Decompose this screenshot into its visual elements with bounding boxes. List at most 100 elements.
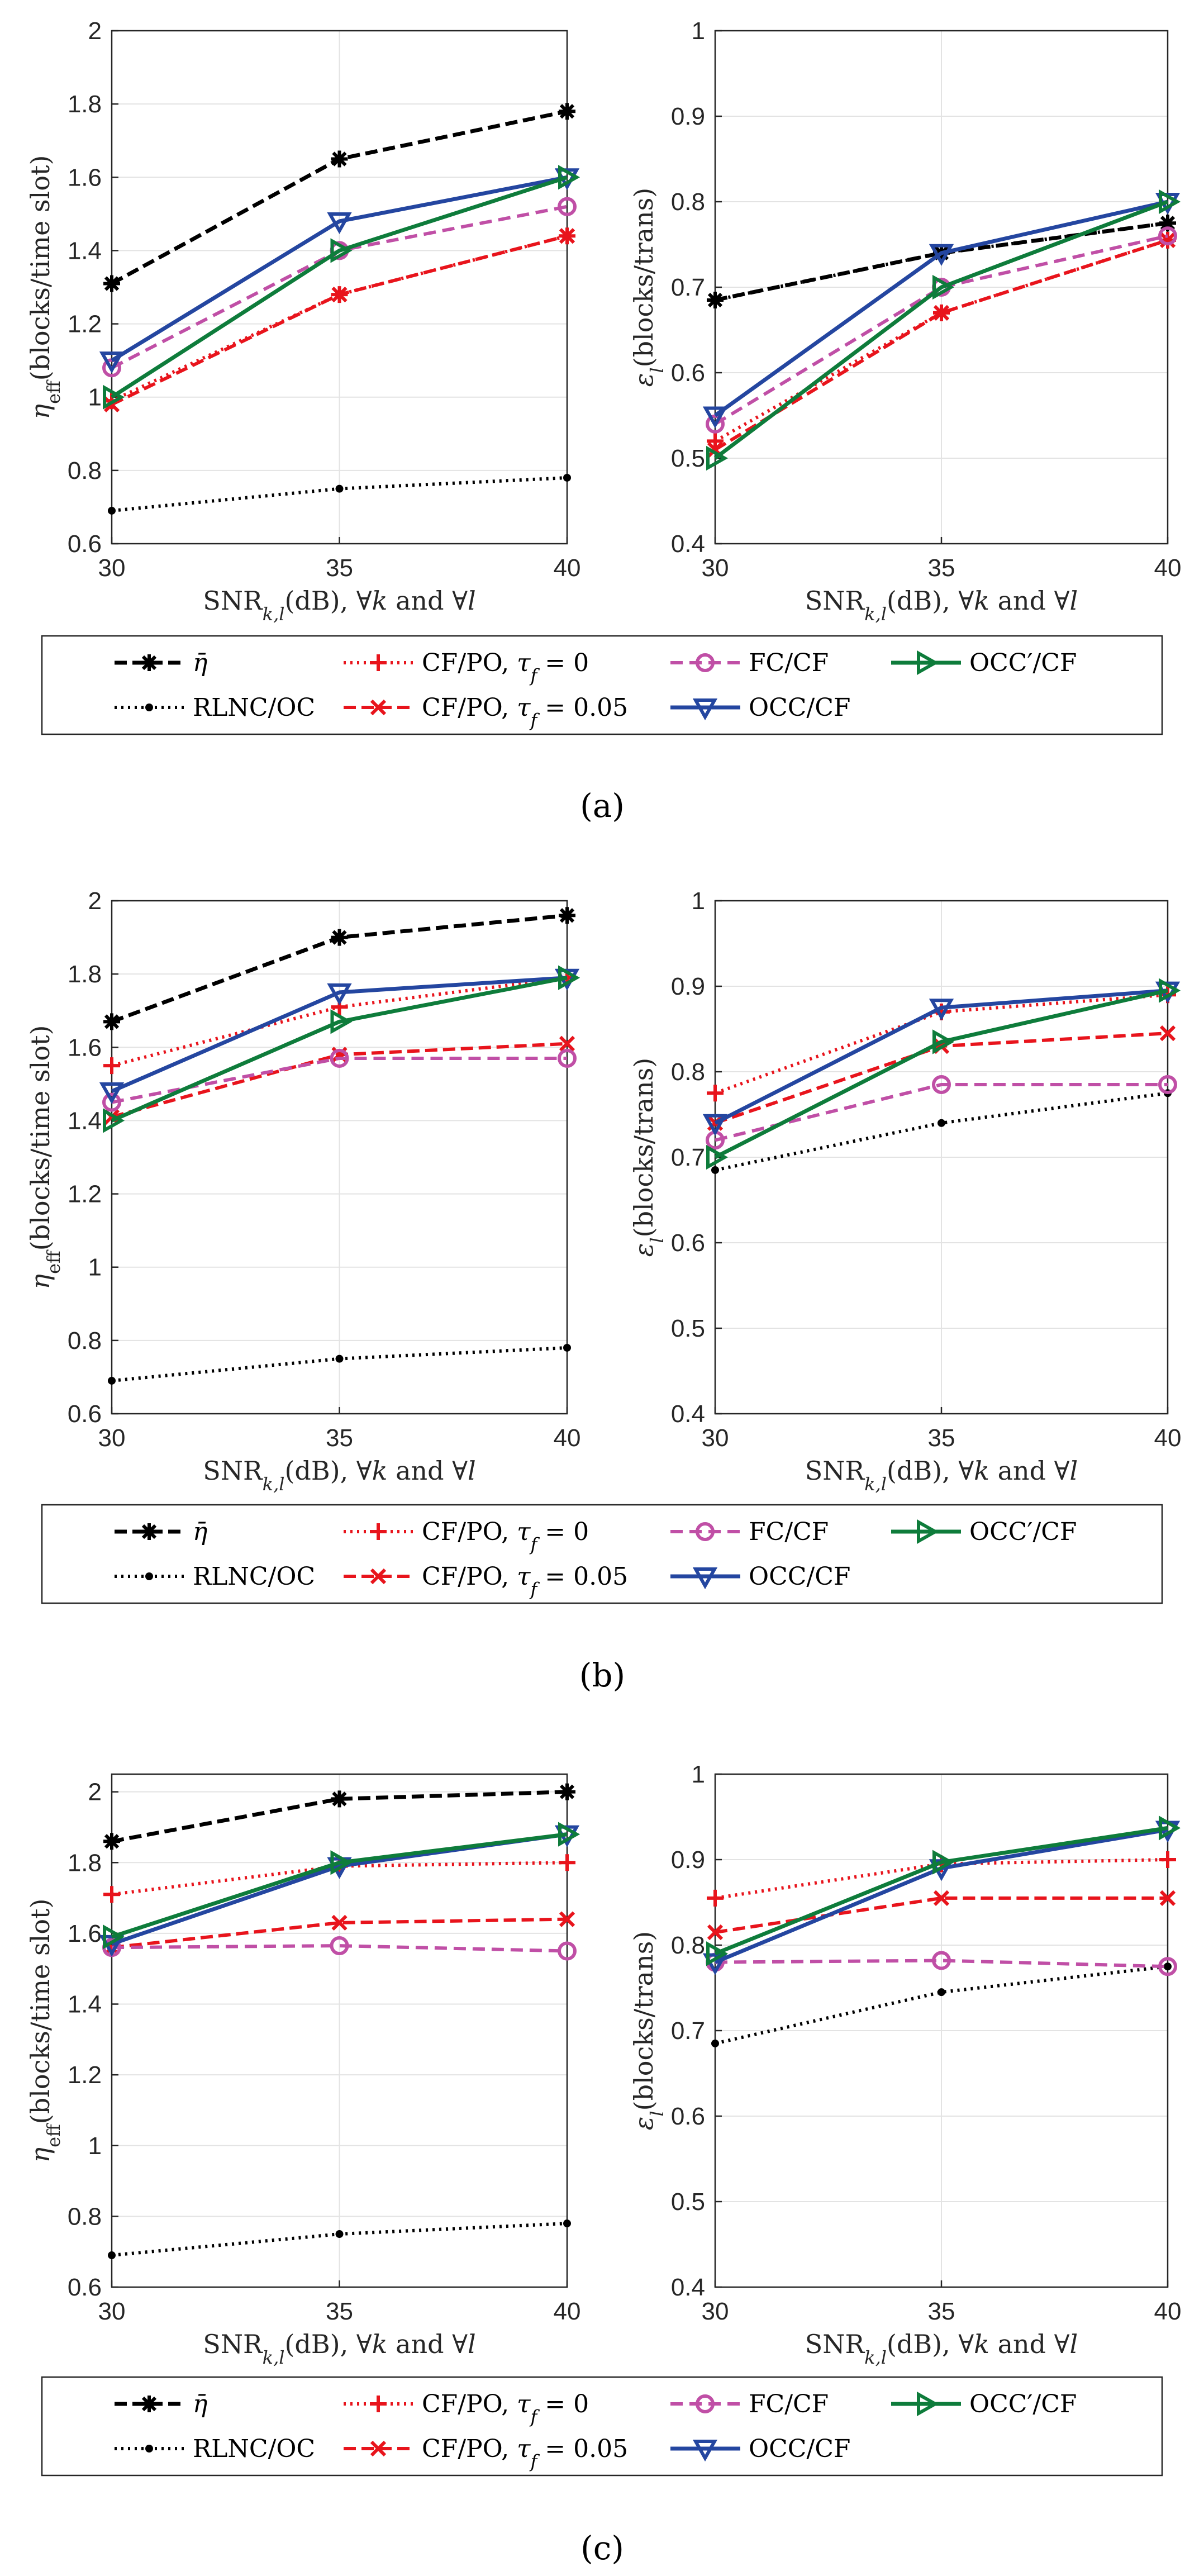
x-tick-label: 30 [702, 1424, 729, 1452]
legend-marker-cfpo_0 [370, 1523, 387, 1540]
y-tick-label: 1.8 [68, 1849, 102, 1876]
point-occ_cf [99, 351, 125, 374]
series-line-occ_cf [714, 988, 1168, 1125]
point-cfpo_005 [331, 286, 348, 303]
legend-label-cfpo_0: CF/PO, τf = 0 [422, 2390, 589, 2427]
y-tick-label: 1.6 [68, 164, 102, 191]
point-rlnc_oc [563, 2219, 571, 2228]
y-tick-label: 0.6 [68, 530, 102, 558]
point-occp_cf [103, 384, 125, 410]
x-tick-label: 35 [326, 2298, 353, 2325]
y-tick-label: 0.9 [671, 973, 705, 1000]
y-axis-label: ηeff(blocks/time slot) [25, 1899, 64, 2163]
y-tick-label: 1 [692, 1761, 705, 1788]
series-line-cfpo_005 [714, 238, 1168, 451]
chart-c-left: 0.6 0.8 1 1.2 1.4 1.6 1.8 2 30 35 40 SNRk,l(dB), ∀k… [25, 1773, 580, 2368]
y-tick-label: 1 [692, 17, 705, 45]
x-tick-label: 40 [554, 1424, 581, 1452]
y-tick-label: 1.2 [68, 311, 102, 338]
point-cfpo_0 [1159, 1851, 1176, 1868]
point-cfpo_0 [707, 1889, 724, 1907]
point-eta_bar [103, 1013, 120, 1030]
legend-label-eta_bar: η̄ [193, 1518, 207, 1546]
point-occp_cf [330, 1850, 353, 1875]
series-line-occp_cf [713, 199, 1169, 460]
point-cfpo_005 [1159, 232, 1176, 248]
x-tick-label: 40 [1154, 554, 1182, 582]
point-rlnc_oc [1164, 219, 1172, 227]
point-cfpo_005 [707, 1924, 724, 1941]
point-occp_cf [1159, 1815, 1181, 1841]
point-rlnc_oc [937, 1119, 945, 1127]
series-line-occp_cf [111, 976, 568, 1123]
legend-c: η̄ RLNC/OC CF/PO, τf = 0 CF/PO, τf = 0.05 FC… [41, 2376, 1163, 2477]
point-eta_bar [559, 907, 575, 924]
caption-layer: (a) (b) (c) [579, 787, 625, 2567]
point-occp_cf [330, 1009, 353, 1034]
x-axis-label: SNRk,l(dB), ∀k and ∀l [203, 1456, 475, 1495]
legend-marker-occp_cf [917, 2391, 939, 2417]
point-occp_cf [558, 1822, 580, 1847]
y-tick-label: 0.6 [68, 1400, 102, 1428]
point-rlnc_oc [108, 506, 116, 515]
point-occ_cf [99, 1082, 125, 1105]
legend-box [41, 2376, 1163, 2477]
point-rlnc_oc [711, 1166, 719, 1174]
x-tick-label: 40 [554, 554, 581, 582]
y-tick-label: 1.4 [68, 1107, 102, 1134]
point-occp_cf [558, 965, 580, 990]
series-line-fc_cf [715, 1082, 1168, 1142]
point-cfpo_005 [559, 1911, 575, 1927]
y-tick-label: 0.4 [671, 2274, 705, 2301]
axes-layer: 0.6 0.8 1 1.2 1.4 1.6 1.8 2 30 35 40 SNRk,l(dB), ∀k… [25, 17, 1181, 2368]
point-occp_cf [1159, 189, 1181, 215]
point-fc_cf [1158, 1957, 1177, 1976]
legend-marker-cfpo_0 [370, 2396, 387, 2412]
caption-b: (b) [579, 1656, 625, 1694]
chart-c-right: 0.4 0.5 0.6 0.7 0.8 0.9 1 30 35 40 SNRk,l(dB), ∀k … [629, 1761, 1181, 2368]
legend-box [41, 635, 1163, 735]
x-tick-label: 35 [326, 554, 353, 582]
y-tick-label: 0.8 [68, 2203, 102, 2230]
legend-marker-occp_cf [917, 1519, 939, 1544]
y-tick-label: 1.2 [68, 2061, 102, 2089]
point-cfpo_0 [707, 1085, 724, 1102]
y-tick-label: 0.7 [671, 274, 705, 301]
y-tick-label: 0.5 [671, 445, 705, 472]
x-axis-label: SNRk,l(dB), ∀k and ∀l [805, 2329, 1078, 2368]
series-line-rlnc_oc [715, 221, 1168, 302]
point-fc_cf [932, 1951, 951, 1970]
y-tick-label: 1 [88, 384, 102, 411]
y-axis-label: εl(blocks/trans) [629, 188, 668, 387]
point-fc_cf [558, 197, 577, 216]
legend-marker-fc_cf [696, 2394, 715, 2413]
legend-label-rlnc_oc: RLNC/OC [193, 2435, 315, 2463]
x-tick-label: 35 [928, 554, 955, 582]
point-eta_bar [331, 929, 348, 946]
series-line-occp_cf [111, 175, 568, 399]
point-rlnc_oc [108, 1376, 116, 1385]
y-tick-label: 1 [692, 887, 705, 915]
y-tick-label: 1.8 [68, 961, 102, 988]
series-line-cfpo_005 [111, 1917, 568, 1950]
point-rlnc_oc [563, 473, 571, 482]
point-occp_cf [1159, 978, 1181, 1003]
point-occp_cf [932, 1850, 955, 1875]
y-tick-label: 1 [88, 1254, 102, 1281]
series-line-occp_cf [714, 988, 1168, 1159]
point-cfpo_005 [933, 1890, 950, 1906]
series-line-occp_cf [111, 1832, 568, 1939]
series-line-occ_cf [111, 976, 568, 1094]
y-tick-label: 1.4 [68, 1991, 102, 2018]
x-axis-label: SNRk,l(dB), ∀k and ∀l [203, 586, 475, 625]
x-axis-label: SNRk,l(dB), ∀k and ∀l [203, 2329, 475, 2368]
point-eta_bar [103, 275, 120, 292]
point-eta_bar [559, 103, 575, 120]
point-occ_cf [702, 1114, 728, 1136]
x-tick-label: 30 [98, 2298, 126, 2325]
point-rlnc_oc [711, 296, 719, 304]
y-tick-label: 0.6 [671, 359, 705, 387]
point-occp_cf [706, 1144, 729, 1170]
point-occp_cf [932, 274, 955, 300]
